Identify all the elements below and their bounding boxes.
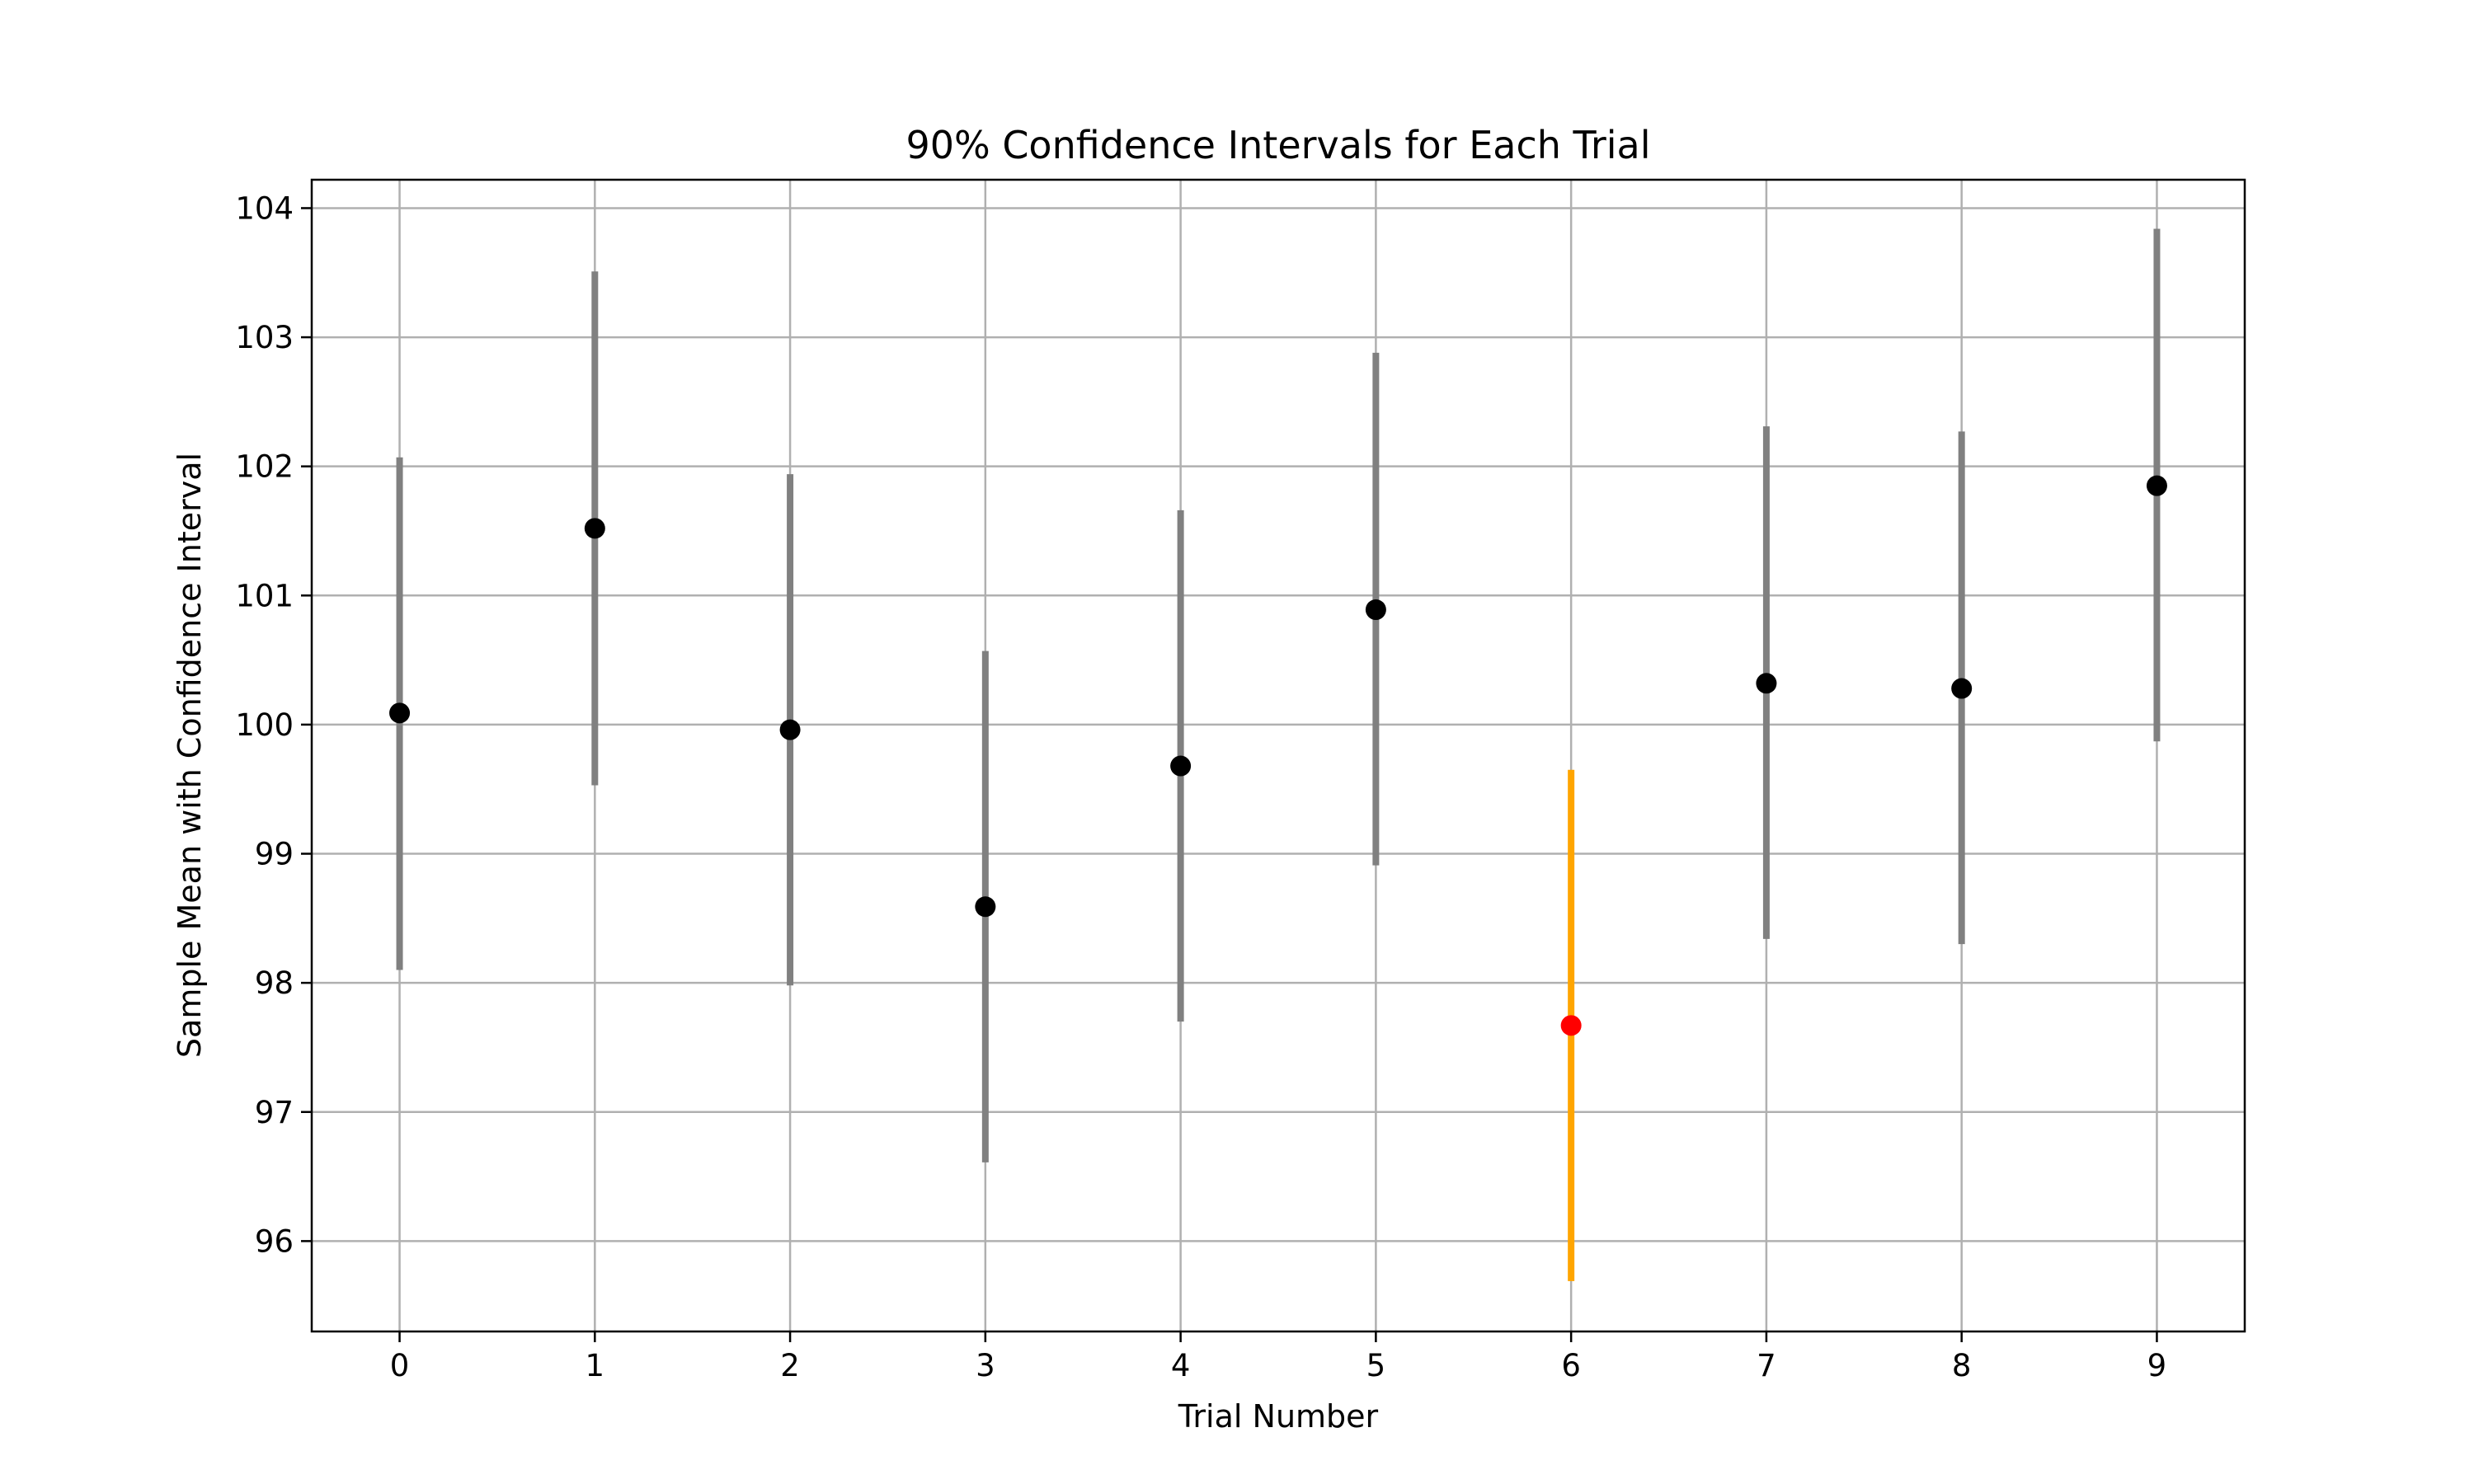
- x-tick-label: 5: [1366, 1348, 1386, 1383]
- y-tick-label: 100: [235, 707, 294, 743]
- sample-means: [389, 475, 2167, 1036]
- x-axis-label: Trial Number: [1178, 1398, 1379, 1435]
- confidence-intervals: [396, 228, 2161, 1281]
- y-axis: 96 97 98 99 100 101 102 103 104: [235, 190, 312, 1259]
- sample-mean-point: [2146, 475, 2167, 496]
- x-tick-label: 1: [586, 1348, 605, 1383]
- y-tick-label: 98: [255, 965, 294, 1001]
- y-tick-label: 101: [235, 578, 294, 613]
- y-tick-label: 96: [255, 1223, 294, 1259]
- y-tick-label: 104: [235, 190, 294, 226]
- sample-mean-point: [779, 719, 801, 740]
- sample-mean-point: [1170, 755, 1192, 777]
- chart-title: 90% Confidence Intervals for Each Trial: [905, 123, 1650, 167]
- sample-mean-point: [1756, 673, 1777, 694]
- sample-mean-point-highlighted: [1560, 1015, 1582, 1036]
- grid: [312, 180, 2245, 1331]
- sample-mean-point: [389, 702, 411, 724]
- y-tick-label: 103: [235, 320, 294, 355]
- sample-mean-point: [1365, 599, 1386, 621]
- y-tick-label: 97: [255, 1095, 294, 1130]
- x-tick-label: 8: [1952, 1348, 1972, 1383]
- y-tick-label: 102: [235, 449, 294, 485]
- x-tick-label: 2: [780, 1348, 800, 1383]
- x-tick-label: 0: [390, 1348, 410, 1383]
- x-axis: 0 1 2 3 4 5 6 7 8 9: [390, 1331, 2166, 1383]
- sample-mean-point: [1951, 678, 1973, 699]
- x-tick-label: 9: [2147, 1348, 2167, 1383]
- x-tick-label: 4: [1171, 1348, 1191, 1383]
- sample-mean-point: [584, 518, 605, 539]
- y-axis-label: Sample Mean with Confidence Interval: [172, 453, 208, 1058]
- x-tick-label: 3: [976, 1348, 995, 1383]
- plot-frame: [310, 178, 2246, 1333]
- x-tick-label: 7: [1757, 1348, 1776, 1383]
- x-tick-label: 6: [1561, 1348, 1581, 1383]
- y-tick-label: 99: [255, 837, 294, 872]
- sample-mean-point: [975, 896, 996, 918]
